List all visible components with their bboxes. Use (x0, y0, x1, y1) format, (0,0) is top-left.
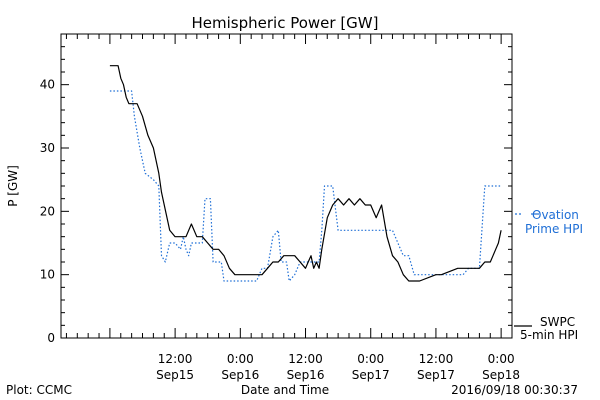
plot-credit: Plot: CCMC (6, 383, 72, 397)
series-ovation-line (109, 90, 502, 282)
legend-swpc-line1: SWPC (540, 315, 575, 329)
x-tick-time: 12:00 (158, 352, 193, 366)
y-axis-label: P [GW] (6, 165, 20, 207)
x-tick-time: 0:00 (227, 352, 254, 366)
x-tick-date: Sep17 (352, 368, 390, 382)
y-tick-label: 0 (47, 331, 55, 345)
x-tick-time: 12:00 (419, 352, 454, 366)
legend-ovation-line2: Prime HPI (525, 222, 583, 236)
series-layer (109, 65, 502, 282)
legend-swpc: SWPC 5-min HPI (514, 315, 578, 342)
legend-swpc-line2: 5-min HPI (520, 328, 578, 342)
y-tick-label: 40 (40, 78, 55, 92)
x-axis: 12:00 Sep15 0:00 Sep16 12:00 Sep16 0:00 Sep17 12… (65, 34, 520, 382)
plot-frame (60, 33, 513, 339)
y-axis: 0 10 20 30 40 (40, 33, 512, 345)
x-tick-time: 12:00 (288, 352, 323, 366)
x-tick-time: 0:00 (357, 352, 384, 366)
chart-title: Hemispheric Power [GW] (192, 14, 379, 32)
y-tick-label: 30 (40, 141, 55, 155)
x-tick-time: 0:00 (488, 352, 515, 366)
legend-ovation: Ovation Prime HPI (515, 208, 583, 236)
x-tick-date: Sep16 (287, 368, 325, 382)
y-tick-label: 20 (40, 204, 55, 218)
x-tick-date: Sep16 (221, 368, 259, 382)
x-tick-date: Sep17 (417, 368, 455, 382)
x-tick-date: Sep15 (156, 368, 194, 382)
x-axis-label: Date and Time (241, 383, 329, 397)
legend-ovation-line1: Ovation (532, 208, 579, 222)
y-tick-label: 10 (40, 268, 55, 282)
plot-timestamp: 2016/09/18 00:30:37 (451, 383, 578, 397)
series-swpc-line (109, 65, 502, 282)
x-tick-date: Sep18 (482, 368, 520, 382)
